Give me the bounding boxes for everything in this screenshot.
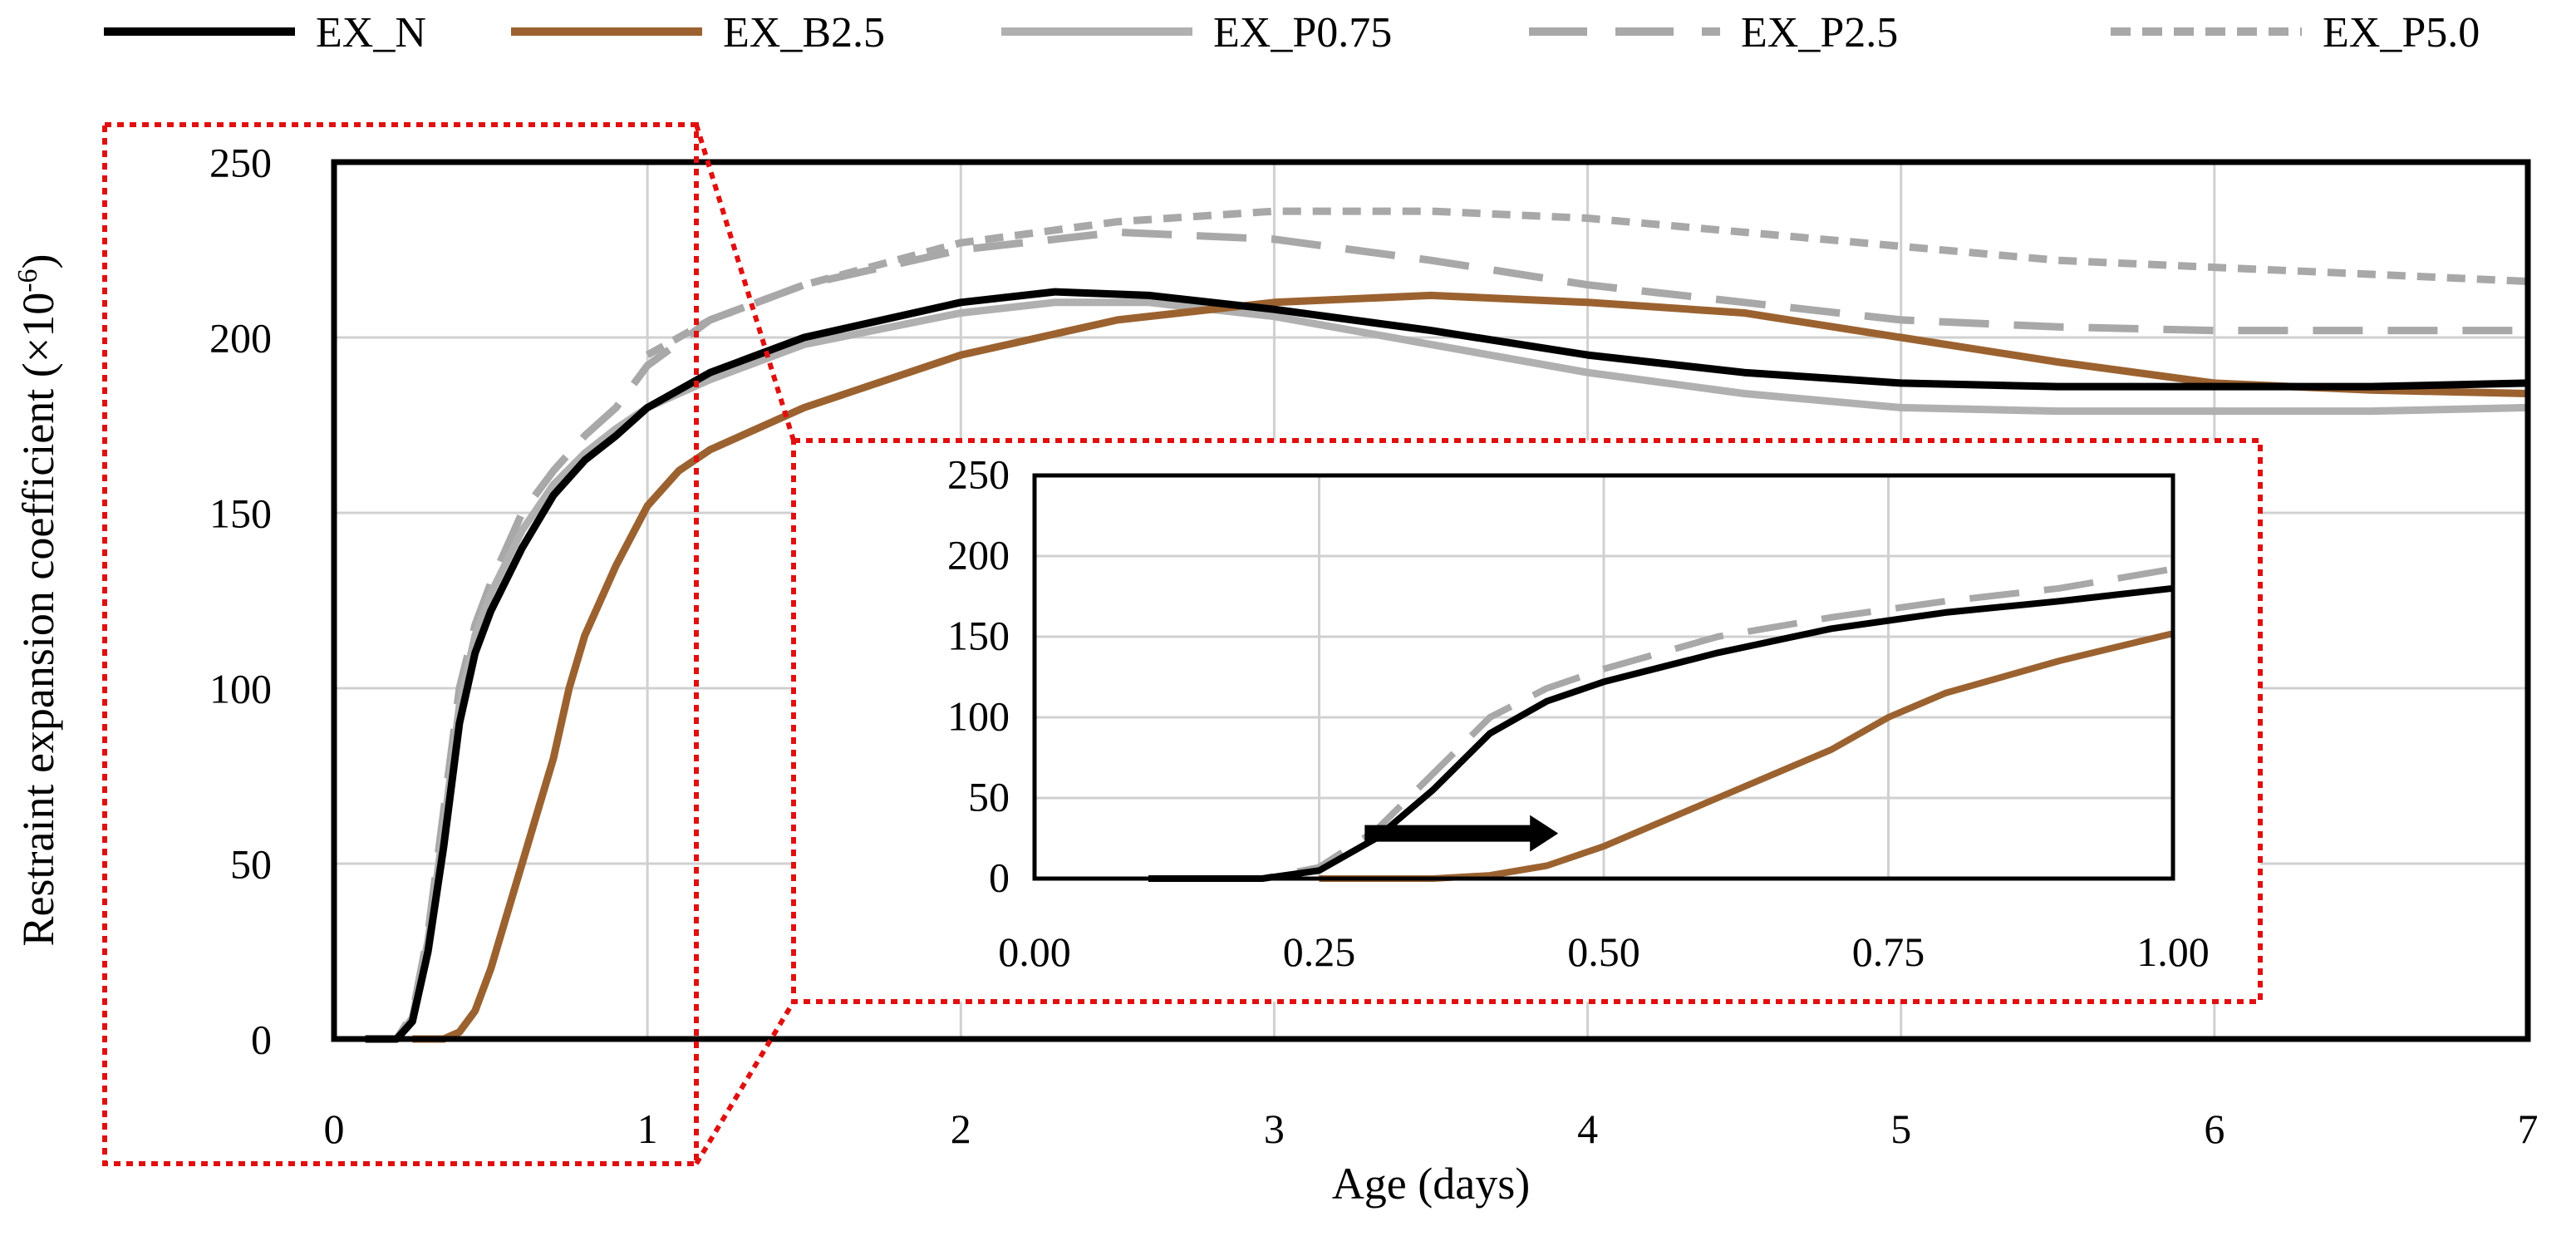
inset-y-tick-100: 100	[947, 692, 1010, 739]
legend-label-ex-p5-0: EX_P5.0	[2323, 9, 2480, 57]
main-y-tick-0: 0	[251, 1017, 272, 1063]
inset-plot-frame	[1032, 473, 2175, 881]
inset-y-tick-labels: 0 50 100 150 200 250	[947, 451, 1010, 900]
main-y-tick-250: 250	[209, 140, 272, 186]
legend-label-ex-p2-5: EX_P2.5	[1741, 9, 1898, 57]
legend-label-ex-b2-5: EX_B2.5	[723, 9, 885, 57]
main-x-tick-6: 6	[2204, 1106, 2225, 1152]
legend-label-ex-n: EX_N	[316, 9, 426, 57]
inset-y-tick-150: 150	[947, 612, 1010, 658]
y-axis-title-exponent: -6	[12, 268, 43, 292]
delay-arrow-shape	[1364, 815, 1559, 852]
inset-y-tick-200: 200	[947, 531, 1010, 578]
inset-y-tick-250: 250	[947, 451, 1010, 497]
main-x-tick-1: 1	[637, 1106, 658, 1152]
zoom-region-box	[102, 122, 699, 1166]
main-x-tick-labels: 0 1 2 3 4 5 6 7	[324, 1106, 2539, 1152]
main-series-ex-b2-5	[412, 291, 2529, 1043]
inset-series	[1148, 565, 2174, 882]
main-series-ex-n	[365, 288, 2529, 1043]
inset-plot: 0.00 0.25 0.50 0.75 1.00 0 50 100 150 200 250	[791, 438, 2263, 1004]
inset-x-tick-0-25: 0.25	[1283, 928, 1356, 975]
main-y-tick-labels: 0 50 100 150 200 250	[209, 140, 272, 1063]
main-y-tick-100: 100	[209, 666, 272, 712]
inset-gridlines	[1035, 475, 2173, 879]
y-axis-title: Restraint expansion coefficient (×10-6)	[12, 254, 63, 946]
main-x-tick-2: 2	[951, 1106, 971, 1152]
legend: EX_N EX_B2.5 EX_P0.75 EX_P2.5 EX_P5.0	[104, 9, 2480, 57]
main-x-tick-4: 4	[1577, 1106, 1598, 1152]
main-y-tick-150: 150	[209, 490, 272, 537]
inset-y-tick-0: 0	[989, 854, 1010, 900]
inset-series-ex-b2-5	[1319, 630, 2174, 882]
main-series-ex-p2-5	[365, 228, 2528, 1043]
main-series	[365, 207, 2529, 1043]
inset-x-tick-0-00: 0.00	[998, 928, 1071, 975]
zoom-connector-top	[694, 124, 796, 441]
delay-arrow	[1364, 815, 1559, 852]
inset-x-tick-0-75: 0.75	[1852, 928, 1925, 975]
main-y-tick-200: 200	[209, 315, 272, 362]
main-x-tick-5: 5	[1890, 1106, 1911, 1152]
main-plot-frame	[331, 159, 2531, 1042]
inset-box	[791, 438, 2263, 1004]
legend-label-ex-p0-75: EX_P0.75	[1213, 9, 1392, 57]
x-axis-title: Age (days)	[1332, 1159, 1530, 1209]
main-series-ex-p5-0	[645, 207, 2529, 359]
inset-series-ex-n	[1148, 584, 2174, 882]
main-x-tick-3: 3	[1264, 1106, 1285, 1152]
y-axis-title-main: Restraint expansion coefficient (×10	[13, 293, 63, 947]
inset-x-tick-0-50: 0.50	[1567, 928, 1640, 975]
inset-x-tick-1-00: 1.00	[2136, 928, 2210, 975]
zoom-connector-bottom	[694, 1000, 796, 1165]
y-axis-title-close: )	[13, 254, 63, 268]
zoom-guides	[102, 122, 796, 1166]
inset-y-tick-50: 50	[968, 773, 1010, 820]
main-y-tick-50: 50	[230, 841, 272, 888]
inset-x-tick-labels: 0.00 0.25 0.50 0.75 1.00	[998, 928, 2210, 975]
main-x-tick-0: 0	[324, 1106, 345, 1152]
main-x-tick-7: 7	[2518, 1106, 2539, 1152]
